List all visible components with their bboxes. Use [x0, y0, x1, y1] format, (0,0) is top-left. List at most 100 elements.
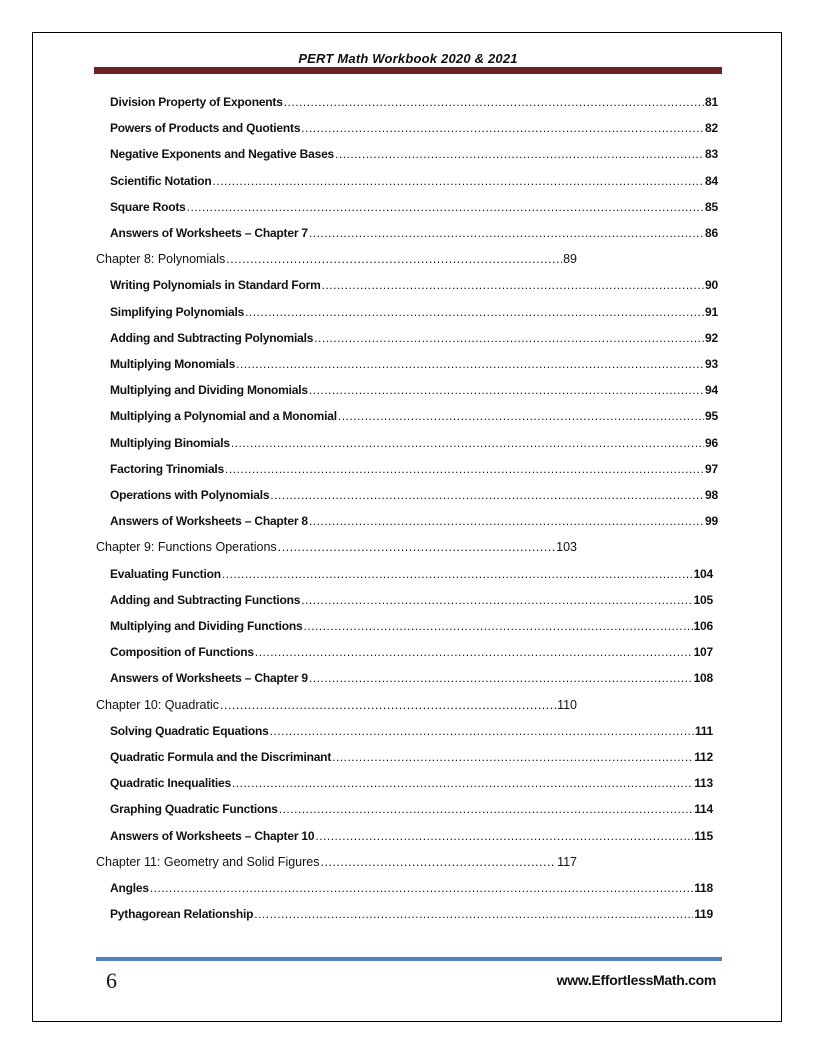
toc-entry-page: 83	[705, 147, 718, 162]
toc-entry-title: Quadratic Inequalities	[110, 776, 231, 791]
dot-leader	[231, 433, 704, 453]
toc-entry[interactable]: Quadratic Formula and the Discriminant 11…	[110, 747, 713, 767]
toc-entry[interactable]: Operations with Polynomials 98	[110, 485, 718, 505]
footer-rule	[96, 957, 722, 961]
dot-leader	[254, 904, 693, 924]
toc-entry[interactable]: Evaluating Function 104	[110, 564, 713, 584]
dot-leader	[187, 197, 704, 217]
toc-entry[interactable]: Multiplying and Dividing Functions 106	[110, 616, 713, 636]
toc-entry-page: 115	[694, 828, 713, 843]
toc-entry-page: 94	[705, 383, 718, 398]
toc-entry[interactable]: Multiplying and Dividing Monomials 94	[110, 380, 718, 400]
toc-entry[interactable]: Division Property of Exponents 81	[110, 92, 718, 112]
toc-entry-title: Answers of Worksheets – Chapter 8	[110, 514, 308, 529]
toc-entry-title: Answers of Worksheets – Chapter 9	[110, 671, 308, 686]
toc-entry-page: 113	[694, 776, 713, 791]
toc-entry-page: 84	[705, 173, 718, 188]
website-link[interactable]: www.EffortlessMath.com	[556, 972, 717, 988]
toc-entry-title: Writing Polynomials in Standard Form	[110, 278, 321, 293]
toc-entry[interactable]: Scientific Notation 84	[110, 171, 718, 191]
toc-entry-page: 105	[693, 592, 714, 607]
toc-entry[interactable]: Adding and Subtracting Polynomials 92	[110, 328, 718, 348]
toc-entry[interactable]: Composition of Functions 107	[110, 642, 713, 662]
toc-entry-page: 117	[557, 854, 577, 869]
toc-entry[interactable]: Quadratic Inequalities 113	[110, 773, 713, 793]
toc-entry-title: Composition of Functions	[110, 645, 254, 660]
toc-chapter-entry[interactable]: Chapter 9: Functions Operations 103	[96, 537, 577, 557]
page-border	[32, 32, 782, 1022]
dot-leader	[226, 249, 562, 269]
dot-leader	[309, 511, 704, 531]
toc-entry-page: 106	[693, 619, 714, 633]
dot-leader	[309, 223, 704, 243]
toc-entry[interactable]: Multiplying Binomials 96	[110, 433, 718, 453]
toc-entry-page: 111	[694, 723, 713, 738]
toc-entry-page: 107	[693, 645, 714, 660]
toc-entry-title: Adding and Subtracting Polynomials	[110, 330, 314, 345]
dot-leader	[338, 406, 704, 426]
toc-entry-title: Graphing Quadratic Functions	[110, 802, 278, 817]
toc-chapter-entry[interactable]: Chapter 11: Geometry and Solid Figures 11…	[96, 852, 577, 872]
toc-entry-title: Angles	[110, 881, 149, 895]
toc-entry[interactable]: Multiplying a Polynomial and a Monomial 9…	[110, 406, 718, 426]
dot-leader	[321, 852, 557, 872]
toc-entry[interactable]: Answers of Worksheets – Chapter 7 86	[110, 223, 718, 243]
toc-entry-title: Chapter 9: Functions Operations	[96, 540, 277, 555]
toc-entry[interactable]: Answers of Worksheets – Chapter 10 115	[110, 826, 713, 846]
toc-entry-page: 95	[705, 409, 718, 424]
toc-entry[interactable]: Square Roots 85	[110, 197, 718, 217]
toc-entry-title: Chapter 10: Quadratic	[96, 697, 219, 712]
toc-entry-page: 85	[705, 199, 718, 214]
toc-entry-page: 118	[694, 881, 713, 895]
dot-leader	[236, 354, 704, 374]
toc-entry-title: Evaluating Function	[110, 566, 221, 581]
toc-entry-title: Powers of Products and Quotients	[110, 121, 301, 136]
toc-entry-page: 91	[705, 304, 718, 319]
toc-entry-page: 92	[705, 330, 718, 345]
dot-leader	[270, 721, 694, 741]
toc-entry-title: Multiplying and Dividing Functions	[110, 619, 303, 633]
toc-chapter-entry[interactable]: Chapter 10: Quadratic 110	[96, 695, 577, 715]
toc-entry[interactable]: Solving Quadratic Equations 111	[110, 721, 713, 741]
toc-entry-page: 98	[705, 488, 718, 502]
toc-entry-title: Multiplying Monomials	[110, 357, 236, 371]
toc-entry-title: Division Property of Exponents	[110, 95, 283, 109]
toc-entry[interactable]: Negative Exponents and Negative Bases 83	[110, 144, 718, 164]
toc-entry[interactable]: Adding and Subtracting Functions 105	[110, 590, 713, 610]
toc-entry[interactable]: Powers of Products and Quotients 82	[110, 118, 718, 138]
toc-entry-title: Negative Exponents and Negative Bases	[110, 147, 335, 162]
dot-leader	[245, 302, 704, 322]
dot-leader	[220, 695, 556, 715]
dot-leader	[304, 616, 693, 636]
toc-entry[interactable]: Answers of Worksheets – Chapter 8 99	[110, 511, 718, 531]
toc-entry[interactable]: Multiplying Monomials 93	[110, 354, 718, 374]
dot-leader	[222, 564, 693, 584]
dot-leader	[270, 485, 704, 505]
toc-entry-title: Multiplying Binomials	[110, 435, 230, 450]
toc-entry-page: 86	[705, 226, 718, 240]
toc-entry[interactable]: Answers of Worksheets – Chapter 9 108	[110, 668, 713, 688]
toc-entry[interactable]: Writing Polynomials in Standard Form 90	[110, 275, 718, 295]
toc-entry-page: 108	[693, 671, 714, 686]
toc-entry-page: 81	[705, 95, 718, 109]
toc-entry[interactable]: Simplifying Polynomials 91	[110, 302, 718, 322]
dot-leader	[332, 747, 693, 767]
toc-entry[interactable]: Factoring Trinomials 97	[110, 459, 718, 479]
running-header-title: PERT Math Workbook 2020 & 2021	[298, 51, 518, 66]
toc-entry-page: 112	[694, 750, 713, 764]
toc-chapter-entry[interactable]: Chapter 8: Polynomials 89	[96, 249, 577, 269]
dot-leader	[322, 275, 704, 295]
toc-entry[interactable]: Pythagorean Relationship 119	[110, 904, 713, 924]
toc-entry-title: Solving Quadratic Equations	[110, 723, 269, 738]
dot-leader	[255, 642, 693, 662]
toc-entry-title: Quadratic Formula and the Discriminant	[110, 750, 332, 764]
dot-leader	[335, 144, 704, 164]
page-number: 6	[106, 968, 117, 993]
toc-entry-title: Pythagorean Relationship	[110, 907, 254, 922]
toc-entry-page: 119	[694, 907, 713, 922]
toc-entry-page: 104	[693, 566, 714, 581]
toc-entry[interactable]: Graphing Quadratic Functions 114	[110, 799, 713, 819]
toc-entry[interactable]: Angles 118	[110, 878, 713, 898]
toc-entry-title: Operations with Polynomials	[110, 488, 270, 502]
dot-leader	[150, 878, 693, 898]
